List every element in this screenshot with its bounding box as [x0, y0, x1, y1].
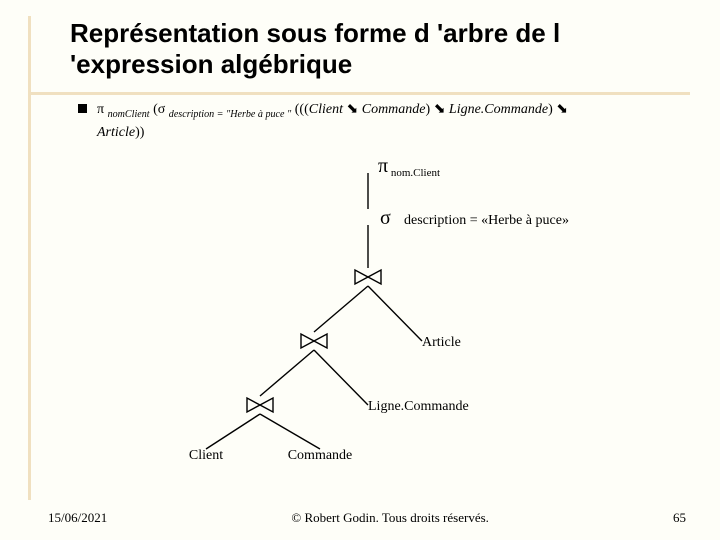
- paren-close: )): [135, 125, 144, 140]
- footer: 15/06/2021 © Robert Godin. Tous droits r…: [0, 510, 720, 526]
- bullet-icon: [78, 104, 87, 113]
- svg-text:description = «Herbe à puce»: description = «Herbe à puce»: [404, 213, 569, 228]
- footer-page: 65: [673, 510, 686, 526]
- tree-svg: π nom.Client σ description = «Herbe à puce…: [108, 149, 628, 469]
- slide: Représentation sous forme d 'arbre de l …: [0, 0, 720, 540]
- svg-text:Ligne.Commande: Ligne.Commande: [368, 399, 469, 414]
- svg-text:Client: Client: [189, 448, 223, 463]
- footer-copyright: © Robert Godin. Tous droits réservés.: [291, 510, 489, 526]
- pi-subscript: nomClient: [108, 109, 150, 120]
- pi-symbol: π: [97, 102, 104, 117]
- rel-client: Client: [309, 102, 343, 117]
- svg-text:σ: σ: [380, 207, 391, 229]
- expression-tree: π nom.Client σ description = «Herbe à puce…: [108, 149, 628, 469]
- svg-text:Article: Article: [422, 335, 461, 350]
- svg-text:Commande: Commande: [288, 448, 353, 463]
- join-arrow-2: ⬊: [434, 100, 446, 116]
- footer-date: 15/06/2021: [48, 510, 107, 526]
- slide-title: Représentation sous forme d 'arbre de l …: [70, 18, 690, 80]
- bullet-item: π nomClient (σ description = "Herbe à pu…: [78, 98, 690, 143]
- paren-open: (((: [295, 102, 309, 117]
- algebra-expression: π nomClient (σ description = "Herbe à pu…: [97, 98, 568, 143]
- accent-vline: [28, 16, 31, 500]
- rel-commande: Commande: [362, 102, 426, 117]
- accent-hline: [28, 92, 690, 95]
- slide-body: π nomClient (σ description = "Herbe à pu…: [78, 98, 690, 469]
- sigma-symbol: σ: [158, 102, 166, 117]
- rel-lignecommande: Ligne.Commande: [449, 102, 548, 117]
- paren-mid1: ): [426, 102, 434, 117]
- svg-text:π nom.Client: π nom.Client: [378, 155, 440, 179]
- join-arrow-3: ⬊: [556, 100, 568, 116]
- join-arrow-1: ⬊: [347, 100, 359, 116]
- rel-article: Article: [97, 125, 135, 140]
- sigma-subscript: description = "Herbe à puce ": [169, 109, 291, 120]
